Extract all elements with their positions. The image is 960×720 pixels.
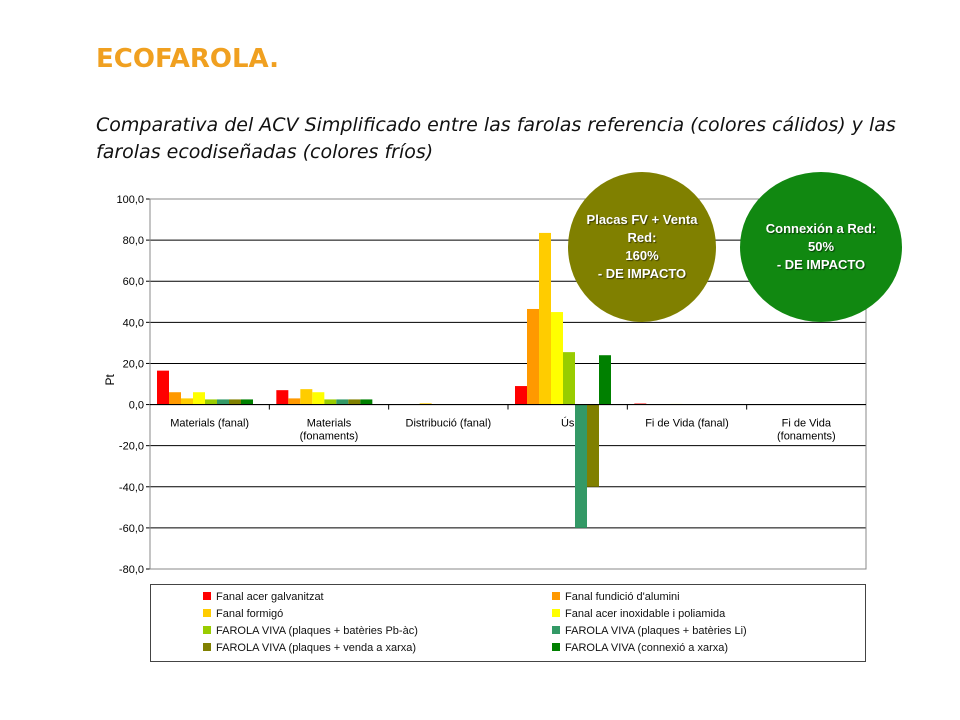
legend-swatch [203, 592, 211, 600]
bar [527, 308, 539, 405]
legend-swatch [203, 609, 211, 617]
legend-item: FAROLA VIVA (plaques + venda a xarxa) [203, 640, 416, 656]
bar [336, 399, 349, 405]
legend-swatch [552, 643, 560, 651]
x-tick-label: (fonaments) [777, 431, 836, 443]
legend-label: FAROLA VIVA (connexió a xarxa) [565, 642, 729, 654]
legend-swatch [552, 592, 560, 600]
bar [599, 355, 611, 405]
legend-item: Fanal acer galvanitzat [203, 589, 324, 605]
bar [288, 398, 301, 405]
x-tick-label: Ús [561, 417, 575, 430]
y-tick-label: 60,0 [123, 276, 144, 288]
page-subtitle: Comparativa del ACV Simplificado entre l… [96, 114, 896, 163]
legend-item: Fanal fundició d'alumini [552, 589, 680, 605]
legend-swatch [203, 643, 211, 651]
callout-line: - DE IMPACTO [597, 266, 687, 281]
legend-label: FAROLA VIVA (plaques + batèries Pb-àc) [216, 625, 418, 637]
legend-swatch [203, 626, 211, 634]
legend-label: Fanal acer galvanitzat [216, 591, 324, 603]
page-title: ECOFAROLA. [96, 44, 280, 74]
y-tick-label: 40,0 [123, 317, 144, 329]
legend-label: FAROLA VIVA (plaques + venda a xarxa) [216, 642, 417, 654]
legend-item: FAROLA VIVA (plaques + batèries Li) [552, 623, 747, 639]
bar [312, 392, 325, 405]
legend-label: Fanal fundició d'alumini [565, 591, 680, 603]
bar [300, 389, 313, 405]
bar [229, 399, 241, 405]
legend-item: FAROLA VIVA (plaques + batèries Pb-àc) [203, 623, 418, 639]
y-tick-label: 100,0 [116, 194, 144, 206]
y-tick-label: -60,0 [119, 523, 144, 535]
bar [563, 352, 575, 405]
y-tick-label: -80,0 [119, 564, 144, 576]
bar [575, 404, 587, 528]
x-tick-label: Fi de Vida (fanal) [645, 418, 729, 430]
bar [217, 399, 229, 405]
bar [169, 392, 181, 405]
bar [515, 386, 527, 405]
x-tick-label: Materials [307, 418, 352, 430]
bar [587, 404, 599, 487]
legend-item: FAROLA VIVA (connexió a xarxa) [552, 640, 728, 656]
bar [539, 232, 551, 405]
callout-line: Placas FV + Venta [586, 212, 698, 227]
plot-area-border [149, 198, 867, 570]
callout-line: - DE IMPACTO [776, 257, 866, 272]
legend-swatch [552, 626, 560, 634]
x-tick-label: (fonaments) [300, 431, 359, 443]
x-tick-label: Distribució (fanal) [406, 418, 492, 430]
legend-label: Fanal acer inoxidable i poliamida [565, 608, 726, 620]
legend-label: FAROLA VIVA (plaques + batèries Li) [565, 625, 747, 637]
y-tick-label: 80,0 [123, 235, 144, 247]
bar [348, 399, 361, 405]
legend-swatch [552, 609, 560, 617]
bar [360, 399, 373, 405]
bar [205, 399, 217, 405]
callout-fv-venta-red: Placas FV + Venta Red: 160% - DE IMPACTO [568, 172, 716, 322]
legend-label: Fanal formigó [216, 608, 284, 620]
bar [241, 399, 253, 405]
callout-connexio-red: Connexión a Red: 50% - DE IMPACTO [740, 172, 902, 322]
x-tick-label: Fi de Vida [782, 418, 832, 430]
bar [551, 312, 563, 405]
callout-line: 160% [625, 248, 659, 263]
callout-line: Red: [627, 230, 657, 245]
y-tick-label: -40,0 [119, 482, 144, 494]
bar [324, 399, 337, 405]
y-tick-label: 0,0 [129, 400, 144, 412]
chart-legend: Fanal acer galvanitzat Fanal fundició d'a… [150, 584, 866, 662]
y-axis-label: Pt [103, 374, 117, 386]
y-tick-label: 20,0 [123, 358, 144, 370]
bar [193, 392, 205, 405]
bar [181, 398, 193, 405]
legend-item: Fanal formigó [203, 606, 283, 622]
bar [419, 403, 432, 405]
legend-item: Fanal acer inoxidable i poliamida [552, 606, 725, 622]
y-tick-label: -20,0 [119, 441, 144, 453]
callout-line: Connexión a Red: [765, 221, 877, 236]
bar [276, 390, 289, 405]
callout-line: 50% [807, 239, 835, 254]
bar [157, 370, 169, 405]
x-tick-label: Materials (fanal) [170, 418, 249, 430]
